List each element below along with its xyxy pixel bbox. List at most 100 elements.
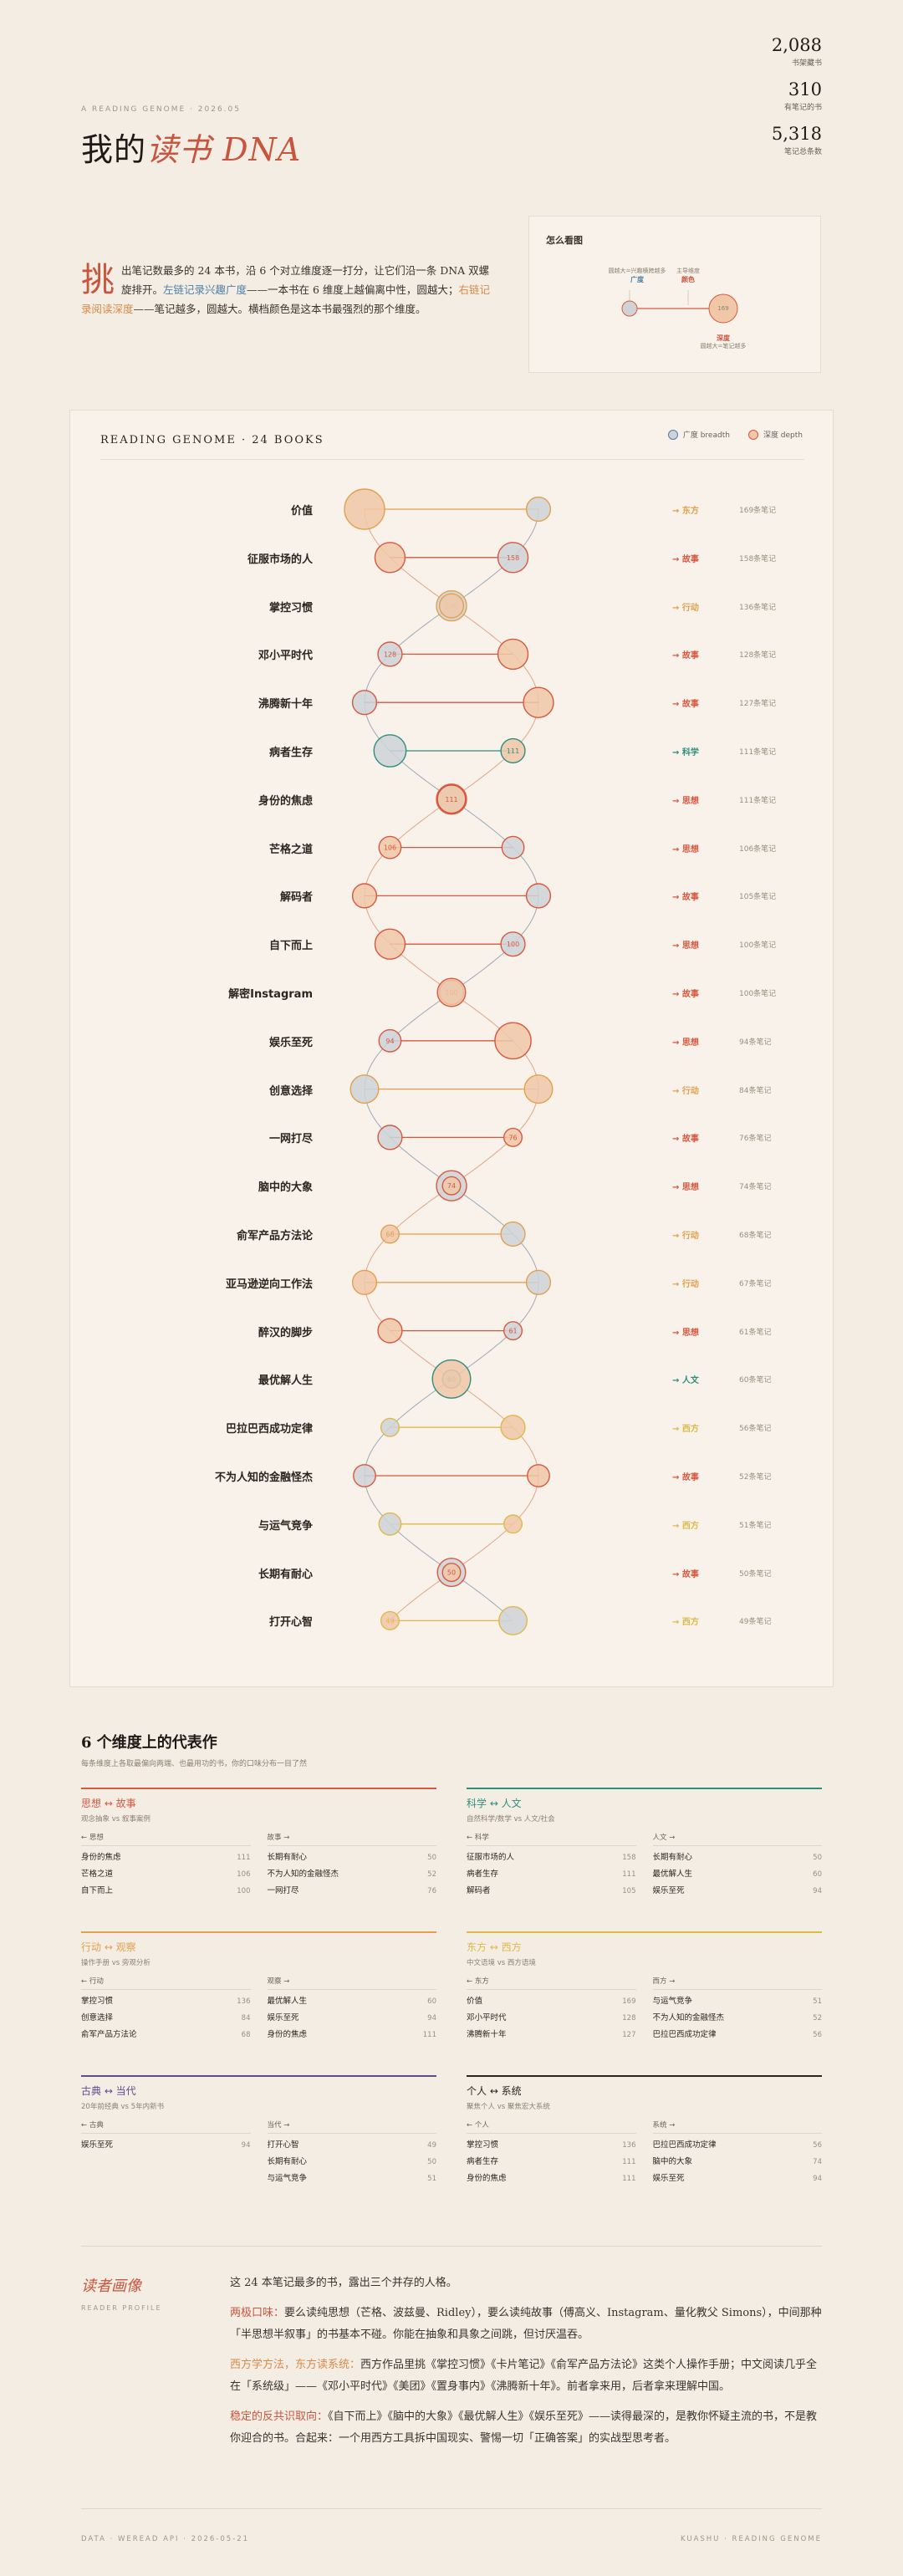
dimension-book-row[interactable]: 长期有耐心 50 <box>653 1849 823 1866</box>
book-note-count: 94条笔记 <box>739 1038 772 1047</box>
book-name[interactable]: 巴拉巴西成功定律 <box>225 1423 313 1436</box>
dimension-book-row[interactable]: 与运气竞争 51 <box>653 1993 823 2010</box>
profile-p3-text: 《自下而上》《脑中的大象》《最优解人生》《娱乐至死》——读得最深的，是教你怀疑主… <box>230 2410 818 2445</box>
dimension-book-row[interactable]: 邓小平时代 128 <box>467 2010 636 2027</box>
dimension-book-row[interactable]: 身份的焦虑 111 <box>81 1849 251 1866</box>
dimension-book-row[interactable]: 与运气竞争 51 <box>268 2170 437 2187</box>
dimension-book-row[interactable]: 身份的焦虑 111 <box>268 2027 437 2043</box>
book-note-count: 74条笔记 <box>739 1183 772 1192</box>
dimension-book-title: 创意选择 <box>81 2013 114 2023</box>
dimension-book-row[interactable]: 不为人知的金融怪杰 52 <box>268 1866 437 1883</box>
profile-lead: 这 24 本笔记最多的书，露出三个并存的人格。 <box>230 2277 457 2289</box>
dimension-book-row[interactable]: 俞军产品方法论 68 <box>81 2027 251 2043</box>
book-name[interactable]: 邓小平时代 <box>258 650 313 663</box>
howto-mid-note: 主导维度 <box>676 268 700 274</box>
dimension-desc: 观念抽象 vs 叙事案例 <box>81 1815 150 1824</box>
dimension-book-row[interactable]: 解码者 105 <box>467 1883 636 1900</box>
dimension-book-title: 邓小平时代 <box>467 2013 507 2023</box>
howto-right-label: 深度 <box>717 334 730 342</box>
book-name[interactable]: 最优解人生 <box>258 1375 313 1388</box>
book-name[interactable]: 打开心智 <box>268 1616 313 1630</box>
book-name[interactable]: 一网打尽 <box>268 1133 313 1146</box>
dimension-bar <box>467 2075 822 2077</box>
dimension-book-count: 158 <box>622 1854 636 1862</box>
dimension-book-row[interactable]: 娱乐至死 94 <box>653 1883 823 1900</box>
dimension-book-count: 49 <box>427 2141 436 2150</box>
book-name[interactable]: 脑中的大象 <box>258 1181 313 1195</box>
dimension-book-row[interactable]: 巴拉巴西成功定律 56 <box>653 2027 823 2043</box>
book-name[interactable]: 价值 <box>290 505 313 518</box>
book-note-count: 84条笔记 <box>739 1086 772 1095</box>
howto-title: 怎么看图 <box>546 235 583 246</box>
book-name[interactable]: 自下而上 <box>268 940 313 953</box>
dimension-book-row[interactable]: 病者生存 111 <box>467 2154 636 2170</box>
dimension-book-count: 94 <box>241 2141 251 2150</box>
helix-node <box>497 638 529 671</box>
dimension-column: ← 古典 娱乐至死 94 <box>81 2119 251 2187</box>
dimension-book-row[interactable]: 掌控习惯 136 <box>81 1993 251 2010</box>
book-name[interactable]: 征服市场的人 <box>247 553 313 566</box>
dimensions-grid: 思想 ↔ 故事 观念抽象 vs 叙事案例 ← 思想 身份的焦虑 111 芒格之道 106 自下… <box>81 1788 822 2222</box>
dimension-columns: ← 东方 价值 169 邓小平时代 128 沸腾新十年 127 西方 → 与运气竞争 51 不为人知… <box>467 1976 822 2043</box>
helix-node-label: 68 <box>385 1231 394 1238</box>
book-dimension-tag: → 西方 <box>672 1425 699 1435</box>
book-name[interactable]: 解码者 <box>279 891 313 905</box>
dimension-book-row[interactable]: 长期有耐心 50 <box>268 2154 437 2170</box>
howto-right-note: 圆越大=笔记越多 <box>700 343 747 349</box>
dimension-book-row[interactable]: 娱乐至死 94 <box>268 2010 437 2027</box>
book-name[interactable]: 身份的焦虑 <box>258 794 313 808</box>
dimension-book-row[interactable]: 长期有耐心 50 <box>268 1849 437 1866</box>
book-name[interactable]: 俞军产品方法论 <box>236 1230 313 1242</box>
dimension-book-count: 50 <box>813 1854 822 1862</box>
legend-breadth: 广度 breadth <box>682 431 730 440</box>
book-name[interactable]: 亚马逊逆向工作法 <box>225 1278 313 1291</box>
dimension-book-row[interactable]: 不为人知的金融怪杰 52 <box>653 2010 823 2027</box>
book-dimension-tag: → 故事 <box>672 554 699 564</box>
howto-card: 怎么看图 圆越大=兴趣横跨越多 广度 主导维度 颜色 169 深度 圆越大=笔记… <box>528 216 821 373</box>
dimension-book-row[interactable]: 芒格之道 106 <box>81 1866 251 1883</box>
dimension-book-row[interactable]: 娱乐至死 94 <box>81 2137 251 2154</box>
book-name[interactable]: 与运气竞争 <box>258 1519 313 1533</box>
dimension-book-row[interactable]: 打开心智 49 <box>268 2137 437 2154</box>
profile-p3-label: 稳定的反共识取向： <box>230 2410 329 2423</box>
profile-p1-text: 要么读纯思想（芒格、波兹曼、Ridley），要么读纯故事（傅高义、Instagr… <box>230 2307 822 2341</box>
dimension-book-title: 长期有耐心 <box>267 2157 308 2166</box>
book-name[interactable]: 创意选择 <box>268 1084 313 1098</box>
dimension-book-row[interactable]: 一网打尽 76 <box>268 1883 437 1900</box>
dimension-book-row[interactable]: 沸腾新十年 127 <box>467 2027 636 2043</box>
dimension-book-row[interactable]: 最优解人生 60 <box>653 1866 823 1883</box>
dimension-book-row[interactable]: 娱乐至死 94 <box>653 2170 823 2187</box>
genome-legend: 广度 breadth 深度 depth <box>667 429 803 440</box>
helix-node <box>500 1415 526 1441</box>
dimension-book-row[interactable]: 征服市场的人 158 <box>467 1849 636 1866</box>
dimension-bar <box>81 1931 436 1933</box>
dimension-book-row[interactable]: 身份的焦虑 111 <box>467 2170 636 2187</box>
dimension-desc: 聚焦个人 vs 聚焦宏大系统 <box>467 2103 550 2111</box>
dimension-book-row[interactable]: 自下而上 100 <box>81 1883 251 1900</box>
dimension-book-row[interactable]: 巴拉巴西成功定律 56 <box>653 2137 823 2154</box>
profile-title: 读者画像 <box>81 2278 141 2295</box>
dimension-book-row[interactable]: 掌控习惯 136 <box>467 2137 636 2154</box>
dimension-book-row[interactable]: 价值 169 <box>467 1993 636 2010</box>
book-name[interactable]: 芒格之道 <box>268 843 313 856</box>
dimension-book-row[interactable]: 病者生存 111 <box>467 1866 636 1883</box>
dimension-book-row[interactable]: 最优解人生 60 <box>268 1993 437 2010</box>
dimension-book-row[interactable]: 脑中的大象 74 <box>653 2154 823 2170</box>
dimension-column: ← 思想 身份的焦虑 111 芒格之道 106 自下而上 100 <box>81 1832 251 1900</box>
dimension-book-row[interactable]: 创意选择 84 <box>81 2010 251 2027</box>
book-name[interactable]: 长期有耐心 <box>258 1568 313 1581</box>
book-name[interactable]: 病者生存 <box>268 747 313 759</box>
book-name[interactable]: 醉汉的脚步 <box>258 1326 313 1339</box>
dimension-column: 人文 → 长期有耐心 50 最优解人生 60 娱乐至死 94 <box>652 1832 823 1900</box>
dimensions-subtitle: 每条维度上各取最偏向两端、也最用功的书，你的口味分布一目了然 <box>81 1760 308 1768</box>
book-name[interactable]: 掌控习惯 <box>268 601 313 615</box>
dimension-book-count: 169 <box>622 1997 636 2006</box>
dimension-name: 东方 ↔ 西方 <box>467 1941 522 1953</box>
book-name[interactable]: 不为人知的金融怪杰 <box>214 1472 313 1484</box>
book-name[interactable]: 解密Instagram <box>228 988 313 1001</box>
book-name[interactable]: 沸腾新十年 <box>258 698 313 712</box>
helix-node <box>344 488 385 530</box>
helix-node <box>353 1464 376 1487</box>
helix-node <box>494 1022 532 1060</box>
book-name[interactable]: 娱乐至死 <box>268 1036 313 1049</box>
